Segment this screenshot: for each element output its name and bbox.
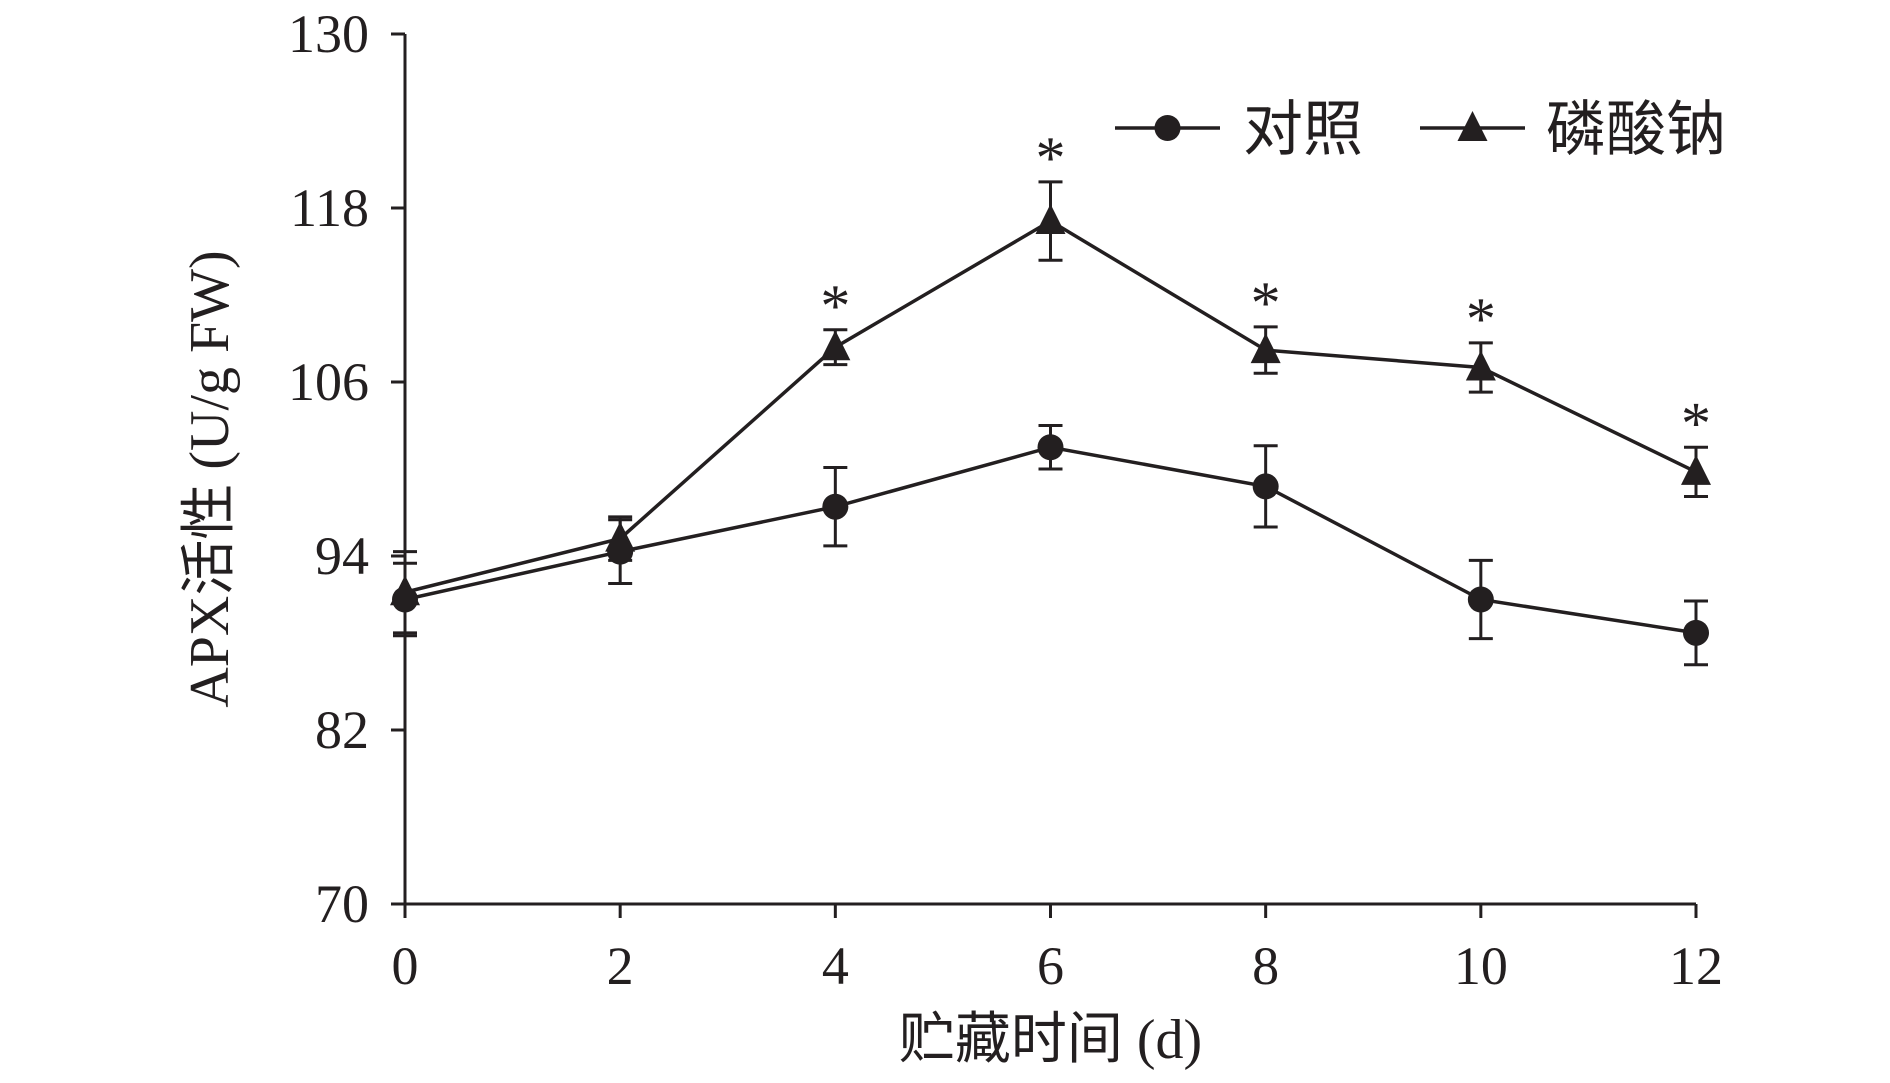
series-control — [392, 424, 1709, 667]
data-point — [1035, 204, 1066, 235]
legend-label: 磷酸钠 — [1546, 97, 1726, 163]
legend-marker — [1154, 115, 1181, 141]
significance-mark: * — [1036, 125, 1066, 191]
significance-mark: * — [1681, 390, 1711, 456]
series-line — [404, 219, 1697, 594]
series-line — [404, 445, 1697, 635]
data-point — [820, 330, 851, 361]
data-point — [1467, 586, 1494, 613]
data-point — [1681, 454, 1711, 485]
legend-marker — [1457, 111, 1488, 141]
data-point — [607, 538, 634, 565]
y-tick-label: 106 — [288, 352, 369, 412]
x-tick-label: 4 — [822, 936, 849, 996]
y-tick-label: 130 — [288, 4, 369, 64]
data-point — [822, 493, 849, 520]
x-tick-label: 2 — [607, 936, 634, 996]
data-point — [1252, 473, 1279, 500]
data-point — [1250, 333, 1281, 364]
data-point — [392, 586, 418, 613]
data-point — [1683, 619, 1709, 646]
x-tick-label: 10 — [1454, 936, 1508, 996]
legend-item: 对照 — [1115, 97, 1363, 163]
axes: 70 82 94 106 118 130 0 2 4 6 8 10 12 — [288, 4, 1723, 996]
significance-mark: * — [820, 273, 850, 339]
y-tick-label: 82 — [315, 700, 369, 760]
data-point — [1465, 350, 1496, 381]
significance-mark: * — [1251, 270, 1281, 336]
significance-mark: * — [1466, 286, 1496, 352]
y-tick-label: 118 — [290, 178, 369, 238]
data-point — [1037, 434, 1064, 461]
x-tick-label: 0 — [392, 936, 419, 996]
y-tick-label: 94 — [315, 526, 369, 586]
legend-item: 磷酸钠 — [1420, 97, 1726, 163]
x-tick-label: 6 — [1037, 936, 1064, 996]
y-tick-label: 70 — [315, 874, 369, 934]
legend: 对照 磷酸钠 — [1115, 97, 1726, 163]
series-layer: * * * * * — [390, 125, 1711, 667]
legend-label: 对照 — [1243, 97, 1363, 163]
x-tick-label: 12 — [1669, 936, 1723, 996]
y-axis-title: APX活性 (U/g FW) — [179, 250, 241, 707]
series-treatment: * * * * * — [390, 125, 1711, 635]
x-axis-title: 贮藏时间 (d) — [899, 1009, 1202, 1071]
x-tick-label: 8 — [1252, 936, 1279, 996]
